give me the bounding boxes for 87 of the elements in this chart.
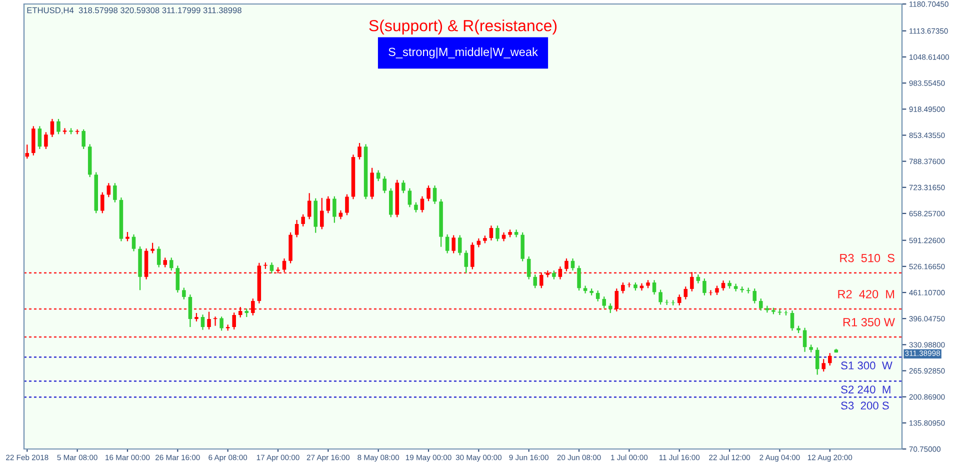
candlestick xyxy=(677,294,682,306)
candlestick xyxy=(132,234,136,252)
candlestick xyxy=(408,188,412,208)
candlestick xyxy=(25,144,30,160)
candlestick xyxy=(602,296,606,309)
candlestick xyxy=(464,250,468,274)
ref-line-label: R1 350 W xyxy=(843,318,895,326)
candlestick xyxy=(752,288,757,304)
candlestick xyxy=(621,282,625,294)
candlestick xyxy=(358,142,362,160)
candlestick xyxy=(169,257,174,272)
candlestick xyxy=(596,290,600,302)
annotation: ETHUSD,H4 318.57998 320.59308 311.17999 311.38998 xyxy=(27,7,242,14)
candlestick xyxy=(326,196,330,214)
candlestick xyxy=(345,194,349,216)
candlestick xyxy=(113,182,117,203)
candlestick xyxy=(608,302,612,314)
candlestick xyxy=(62,128,67,135)
ref-line-label: S2 240 M xyxy=(841,386,890,394)
candlestick xyxy=(802,327,807,352)
candlestick xyxy=(56,118,60,135)
candlestick xyxy=(188,294,192,328)
candlestick xyxy=(301,214,305,227)
candlestick xyxy=(156,246,161,268)
candlestick xyxy=(232,312,236,330)
ref-line-label: S3 200 S xyxy=(841,402,889,410)
candlestick xyxy=(238,306,242,318)
text: S(support) & R(resistance) xyxy=(369,20,557,34)
candlestick xyxy=(658,289,662,306)
candlestick xyxy=(106,182,111,198)
text: S_strong|M_middle|W_weak xyxy=(388,47,538,58)
candlestick xyxy=(690,272,694,292)
candlestick xyxy=(721,280,726,292)
candlestick xyxy=(470,242,474,270)
candlestick xyxy=(126,231,130,242)
candlestick xyxy=(402,180,406,194)
candlestick xyxy=(759,298,763,312)
candlestick xyxy=(270,262,274,274)
candlestick xyxy=(50,118,54,138)
candlestick xyxy=(213,316,218,326)
candlestick xyxy=(708,290,713,296)
candlestick xyxy=(320,197,324,230)
candlestick xyxy=(526,256,531,280)
candlestick xyxy=(420,196,424,213)
candlestick xyxy=(220,316,224,332)
candlestick xyxy=(176,265,180,294)
candlestick xyxy=(496,225,500,242)
candlestick xyxy=(382,176,386,194)
candlestick xyxy=(207,311,211,330)
candlestick xyxy=(200,314,205,330)
candlestick xyxy=(44,132,48,150)
candlestick xyxy=(251,298,255,316)
candlestick xyxy=(38,126,42,150)
candlestick xyxy=(452,234,456,254)
ref-line-label: S1 300 W xyxy=(841,362,892,370)
candlestick xyxy=(458,234,462,256)
candlestick xyxy=(182,287,186,300)
ref-line-label: R3 510 S xyxy=(840,254,894,262)
candlestick xyxy=(540,272,544,289)
candlestick xyxy=(307,192,312,220)
candlestick xyxy=(715,285,719,296)
candlestick xyxy=(828,352,832,366)
ref-line-label: R2 420 M xyxy=(838,290,894,298)
candlestick xyxy=(570,258,575,272)
candlestick xyxy=(332,196,336,224)
candlestick xyxy=(652,280,656,296)
candlestick xyxy=(150,242,154,254)
candlestick xyxy=(533,274,538,289)
candlestick xyxy=(790,310,794,332)
candlestick xyxy=(614,288,619,312)
candlestick xyxy=(558,266,562,280)
candlestick xyxy=(376,170,380,182)
candlestick xyxy=(822,358,826,372)
candlestick xyxy=(294,219,299,238)
candlestick xyxy=(445,234,450,254)
candlestick xyxy=(815,346,820,376)
candlestick xyxy=(564,258,568,272)
candlestick xyxy=(414,202,418,213)
candlestick xyxy=(100,192,104,214)
candlestick xyxy=(489,225,494,241)
candlestick xyxy=(163,257,167,268)
candlestick xyxy=(684,286,688,300)
candlestick xyxy=(702,278,706,296)
candlestick xyxy=(577,265,581,292)
candlestick xyxy=(432,184,437,204)
candlestick xyxy=(426,184,430,202)
candlestick xyxy=(82,128,86,150)
